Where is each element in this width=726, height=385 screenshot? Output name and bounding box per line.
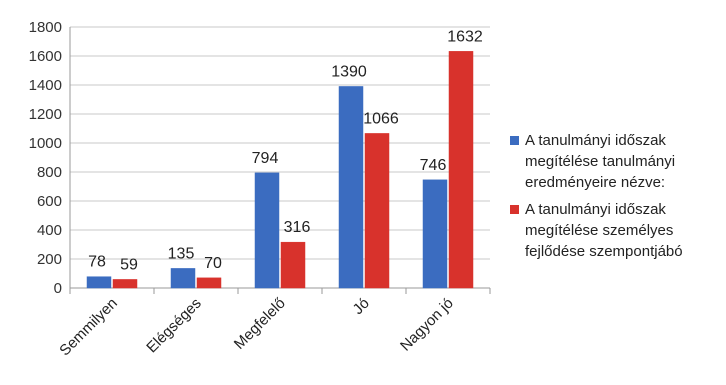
legend: A tanulmányi időszak megítélése tanulmán… bbox=[510, 130, 724, 268]
bar-series-2-2 bbox=[280, 241, 306, 289]
data-label-series-1-0: 78 bbox=[88, 254, 106, 271]
y-tick-label-1200: 1200 bbox=[29, 106, 62, 123]
category-label-2: Megfelelő bbox=[231, 295, 289, 353]
data-label-series-1-4: 746 bbox=[420, 157, 447, 174]
bar-series-1-2 bbox=[254, 172, 280, 289]
data-label-series-2-4: 1632 bbox=[447, 28, 483, 45]
y-tick-label-200: 200 bbox=[37, 251, 62, 268]
data-label-series-1-1: 135 bbox=[168, 245, 195, 262]
data-label-series-1-3: 1390 bbox=[331, 63, 367, 80]
bar-series-1-4 bbox=[422, 179, 448, 289]
legend-item-series-2: A tanulmányi időszak megítélése személye… bbox=[510, 199, 724, 262]
bar-series-2-3 bbox=[364, 133, 390, 289]
legend-label-series-1: A tanulmányi időszak megítélése tanulmán… bbox=[525, 132, 676, 191]
data-label-series-2-1: 70 bbox=[204, 255, 222, 272]
bar-series-2-4 bbox=[448, 51, 474, 289]
data-label-series-2-0: 59 bbox=[120, 256, 138, 273]
legend-label-series-2: A tanulmányi időszak megítélése személye… bbox=[525, 201, 683, 260]
y-tick-label-400: 400 bbox=[37, 222, 62, 239]
bar-series-2-1 bbox=[196, 277, 222, 289]
y-tick-label-800: 800 bbox=[37, 164, 62, 181]
legend-item-series-1: A tanulmányi időszak megítélése tanulmán… bbox=[510, 130, 724, 193]
y-tick-label-1600: 1600 bbox=[29, 48, 62, 65]
y-tick-label-600: 600 bbox=[37, 193, 62, 210]
data-label-series-2-3: 1066 bbox=[363, 110, 399, 127]
bar-series-1-0 bbox=[86, 276, 112, 289]
data-label-series-2-2: 316 bbox=[284, 219, 311, 236]
category-label-3: Jó bbox=[350, 295, 373, 318]
legend-swatch-series-2 bbox=[510, 205, 519, 214]
bar-series-1-1 bbox=[170, 268, 196, 289]
y-tick-label-1000: 1000 bbox=[29, 135, 62, 152]
y-tick-label-1400: 1400 bbox=[29, 77, 62, 94]
data-label-series-1-2: 794 bbox=[252, 150, 279, 167]
category-label-0: Semmilyen bbox=[56, 295, 120, 359]
y-tick-label-0: 0 bbox=[54, 280, 62, 297]
y-tick-label-1800: 1800 bbox=[29, 19, 62, 36]
bar-series-1-3 bbox=[338, 86, 364, 289]
category-label-1: Elégséges bbox=[143, 295, 205, 357]
legend-swatch-series-1 bbox=[510, 136, 519, 145]
category-label-4: Nagyon jó bbox=[397, 295, 457, 355]
bar-series-2-0 bbox=[112, 279, 138, 289]
